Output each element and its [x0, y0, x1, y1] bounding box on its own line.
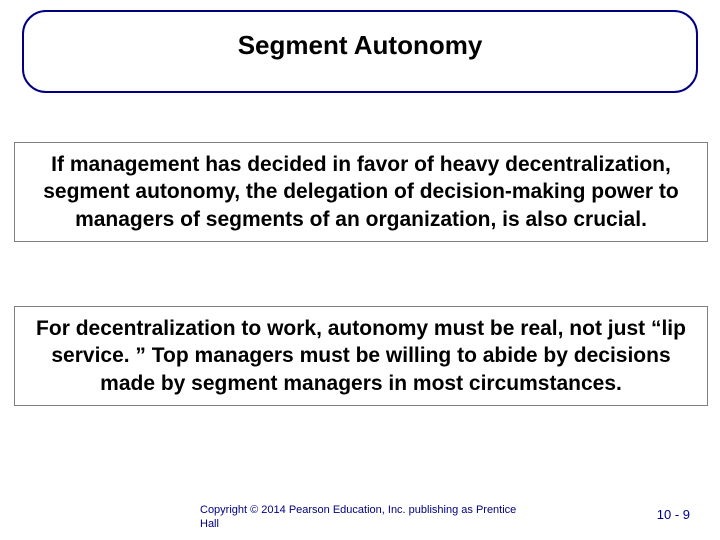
content-box-2: For decentralization to work, autonomy m…	[14, 306, 708, 406]
content-text-2: For decentralization to work, autonomy m…	[25, 315, 697, 397]
content-box-1: If management has decided in favor of he…	[14, 142, 708, 242]
slide-title: Segment Autonomy	[34, 30, 686, 61]
footer: Copyright © 2014 Pearson Education, Inc.…	[0, 503, 720, 532]
title-box: Segment Autonomy	[22, 10, 698, 93]
page-number: 10 - 9	[657, 507, 690, 522]
copyright-text: Copyright © 2014 Pearson Education, Inc.…	[200, 503, 520, 532]
content-text-1: If management has decided in favor of he…	[25, 151, 697, 233]
